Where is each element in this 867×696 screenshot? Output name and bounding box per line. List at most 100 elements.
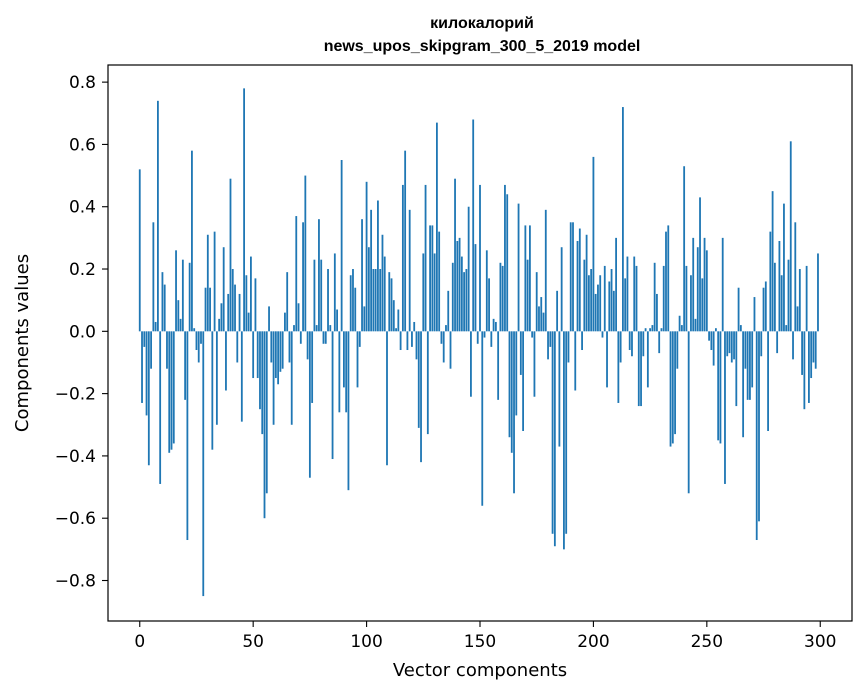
bar [628, 331, 631, 351]
bar [685, 265, 688, 332]
bar [508, 331, 511, 438]
bar [617, 331, 620, 403]
x-tick-label: 0 [134, 632, 145, 652]
bar [322, 331, 325, 344]
bar [651, 325, 654, 332]
bar [678, 315, 681, 332]
bar [587, 275, 590, 332]
x-tick-label: 250 [691, 632, 723, 652]
bar [218, 318, 221, 332]
bar [556, 290, 559, 332]
bar [771, 191, 774, 332]
bar [565, 331, 568, 534]
bar [374, 269, 377, 332]
bar [608, 281, 611, 332]
bar [601, 331, 604, 338]
bar [708, 331, 710, 341]
bar [397, 309, 400, 332]
bar [336, 309, 338, 332]
bar [701, 278, 704, 332]
bar [669, 331, 672, 447]
x-tick-label: 50 [242, 632, 264, 652]
chart-subtitle: news_upos_skipgram_300_5_2019 model [324, 38, 641, 55]
bar [320, 259, 323, 332]
bar [429, 225, 431, 332]
bar [415, 331, 418, 360]
bar [197, 331, 200, 363]
bar [662, 265, 665, 332]
bar [803, 331, 806, 410]
bar [758, 331, 760, 522]
bar [379, 269, 382, 332]
bar [542, 312, 545, 332]
bar [717, 331, 720, 441]
bar [529, 225, 531, 332]
bar [372, 269, 375, 332]
bar-series [138, 88, 819, 597]
x-tick-label: 100 [350, 632, 382, 652]
bar [263, 331, 266, 519]
bar [715, 328, 717, 332]
bar [399, 331, 402, 351]
bar [569, 222, 572, 332]
bar [188, 262, 191, 332]
bar [306, 331, 309, 360]
bar [551, 331, 554, 534]
bar [646, 331, 649, 388]
bar [535, 272, 538, 332]
bar [574, 331, 577, 391]
bar [445, 325, 447, 332]
bar [279, 331, 282, 372]
bar [724, 331, 726, 484]
bar [215, 331, 218, 425]
bar [626, 256, 629, 332]
bar [426, 331, 429, 435]
bar [767, 331, 769, 431]
bar [485, 250, 488, 332]
bar [544, 209, 547, 332]
bar [479, 184, 481, 332]
bar [436, 122, 438, 332]
bar [780, 275, 783, 332]
bar [254, 278, 257, 332]
bar [522, 331, 524, 431]
y-tick-label: −0.4 [55, 447, 96, 467]
bar [812, 331, 815, 363]
bar [549, 331, 552, 347]
bar [347, 331, 350, 491]
bar [138, 169, 141, 332]
bar [304, 175, 307, 332]
bar [578, 228, 581, 332]
y-tick-label: 0.4 [69, 198, 96, 218]
bar [749, 331, 751, 400]
bar [778, 240, 781, 332]
bar [746, 331, 749, 400]
bar [497, 331, 500, 400]
bar [476, 331, 479, 344]
bar [694, 318, 697, 332]
bar [170, 331, 173, 450]
y-tick-label: 0.8 [69, 73, 96, 93]
chart-title: килокалорий [430, 15, 534, 32]
bar [612, 290, 615, 332]
bar [406, 331, 409, 351]
bar [154, 321, 157, 332]
bar [769, 231, 772, 332]
bar [642, 331, 645, 357]
bar [619, 331, 622, 363]
bar [451, 262, 454, 332]
bar [367, 247, 370, 332]
bar [141, 331, 143, 403]
bar [327, 269, 329, 332]
bar [792, 331, 794, 360]
bar [635, 265, 638, 332]
bar [277, 331, 280, 385]
y-tick-label: 0.2 [69, 260, 96, 280]
bar [297, 303, 300, 332]
bar [658, 331, 661, 354]
bar [665, 231, 667, 332]
bar [318, 219, 320, 332]
bar [234, 284, 236, 332]
bar [417, 331, 420, 428]
